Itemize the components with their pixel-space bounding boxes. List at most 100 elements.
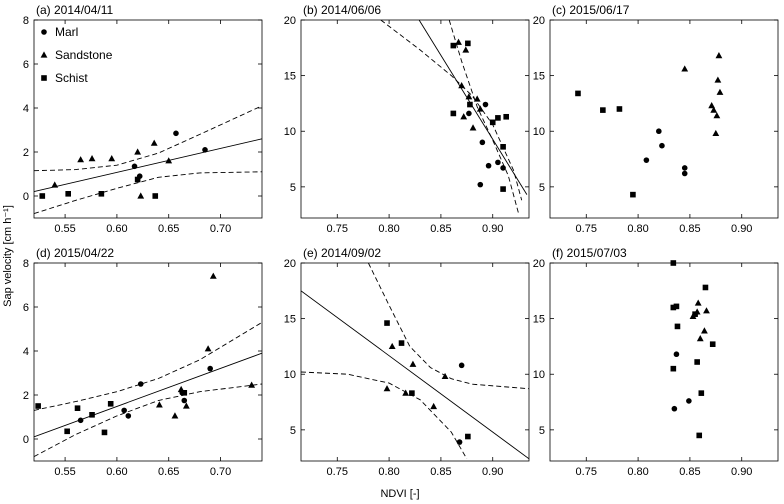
x-tick-label: 0.85 xyxy=(679,466,700,478)
schist-point xyxy=(181,390,188,396)
schist-point xyxy=(709,341,716,348)
confidence-lower-line xyxy=(448,20,520,214)
y-axis-label: Sap velocity [cm h⁻¹] xyxy=(2,205,14,307)
data-points xyxy=(39,130,208,199)
sandstone-point xyxy=(388,342,396,350)
marl-point xyxy=(681,165,688,171)
sandstone-point xyxy=(108,155,116,162)
x-tick-label: 0.60 xyxy=(106,223,127,235)
y-tick-label: 15 xyxy=(533,314,545,326)
schist-point xyxy=(409,390,415,396)
sandstone-point xyxy=(171,412,179,419)
plot-frame xyxy=(549,19,779,219)
sandstone-point xyxy=(710,106,718,113)
fit-lines xyxy=(380,20,528,214)
y-tick-label: 20 xyxy=(533,15,545,27)
confidence-lower-line xyxy=(34,171,262,215)
x-tick-label: 0.75 xyxy=(576,223,597,235)
legend-marker-schist xyxy=(41,75,47,81)
sandstone-point xyxy=(156,401,163,408)
marl-point xyxy=(482,101,489,108)
panel-f: (f) 2015/07/03 0.75 0.80 0.85 0.90 5 10 15 20 xyxy=(533,246,779,478)
legend-marker-sandstone xyxy=(40,51,48,58)
x-tick-label: 0.80 xyxy=(627,223,648,235)
schist-point xyxy=(670,304,677,311)
marl-point xyxy=(656,128,662,135)
plot-frame xyxy=(549,262,779,462)
schist-point xyxy=(600,107,606,113)
legend-label: Marl xyxy=(55,25,78,39)
marl-point xyxy=(456,439,463,445)
marl-point xyxy=(673,351,680,358)
y-tick-label: 4 xyxy=(23,346,29,358)
schist-point xyxy=(694,359,700,365)
schist-point xyxy=(450,110,457,117)
y-tick-label: 10 xyxy=(284,369,296,381)
sandstone-point xyxy=(460,113,468,120)
schist-point xyxy=(39,193,46,199)
x-tick-label: 0.65 xyxy=(158,466,179,478)
regression-line xyxy=(301,290,529,460)
sandstone-point xyxy=(473,95,481,102)
x-axis-label: NDVI [-] xyxy=(380,488,419,500)
y-tick-label: 15 xyxy=(284,314,296,326)
y-tick-label: 15 xyxy=(533,71,545,83)
sandstone-point xyxy=(248,381,256,388)
x-tick-label: 0.75 xyxy=(327,466,348,478)
y-tick-label: 6 xyxy=(23,302,29,314)
sandstone-point xyxy=(681,65,689,72)
legend-label: Sandstone xyxy=(55,48,113,62)
y-tick-label: 8 xyxy=(23,258,29,270)
plot-frame xyxy=(300,262,530,462)
data-points xyxy=(383,320,471,445)
sandstone-point xyxy=(137,192,145,199)
marl-point xyxy=(137,381,144,387)
schist-point xyxy=(616,106,623,112)
y-tick-label: 8 xyxy=(23,15,29,27)
sandstone-point xyxy=(51,181,59,188)
schist-point xyxy=(692,311,698,317)
data-points xyxy=(575,51,724,198)
sandstone-point xyxy=(458,82,466,89)
marl-point xyxy=(121,407,127,414)
panel-title: (d) 2015/04/22 xyxy=(36,246,114,260)
x-tick-label: 0.85 xyxy=(430,223,451,235)
sandstone-point xyxy=(462,46,470,53)
y-tick-label: 6 xyxy=(23,59,29,71)
schist-point xyxy=(35,403,41,409)
schist-point xyxy=(670,260,677,266)
schist-point xyxy=(495,115,501,121)
schist-point xyxy=(384,320,390,326)
schist-point xyxy=(500,186,506,192)
marl-point xyxy=(466,110,472,117)
panel-title: (c) 2015/06/17 xyxy=(552,3,630,17)
x-tick-label: 0.70 xyxy=(210,223,231,235)
sandstone-point xyxy=(455,38,462,45)
sandstone-point xyxy=(708,102,716,109)
regression-line xyxy=(418,20,528,195)
marl-point xyxy=(173,130,179,137)
regression-line xyxy=(34,352,262,438)
x-tick-label: 0.85 xyxy=(430,466,451,478)
schist-point xyxy=(65,191,71,197)
y-tick-label: 2 xyxy=(23,390,29,402)
x-tick-label: 0.90 xyxy=(482,466,503,478)
legend-label: Schist xyxy=(55,71,88,85)
sandstone-point xyxy=(469,124,477,131)
marl-point xyxy=(495,159,501,166)
panel-title: (b) 2014/06/06 xyxy=(303,3,381,17)
schist-point xyxy=(107,401,114,407)
x-tick-label: 0.55 xyxy=(54,223,75,235)
panel-a: (a) 2014/04/11 0.55 0.60 0.65 0.70 0 2 4 6 8 Marl S… xyxy=(23,3,263,235)
legend-marker-marl xyxy=(41,29,47,35)
marl-point xyxy=(686,398,692,404)
sandstone-point xyxy=(476,105,484,112)
panel-title: (e) 2014/09/02 xyxy=(303,246,381,260)
y-tick-label: 5 xyxy=(539,182,545,194)
marl-point xyxy=(479,139,486,146)
y-tick-label: 5 xyxy=(539,425,545,437)
schist-point xyxy=(64,428,70,435)
y-tick-label: 2 xyxy=(23,147,29,159)
confidence-upper-line xyxy=(34,322,262,411)
